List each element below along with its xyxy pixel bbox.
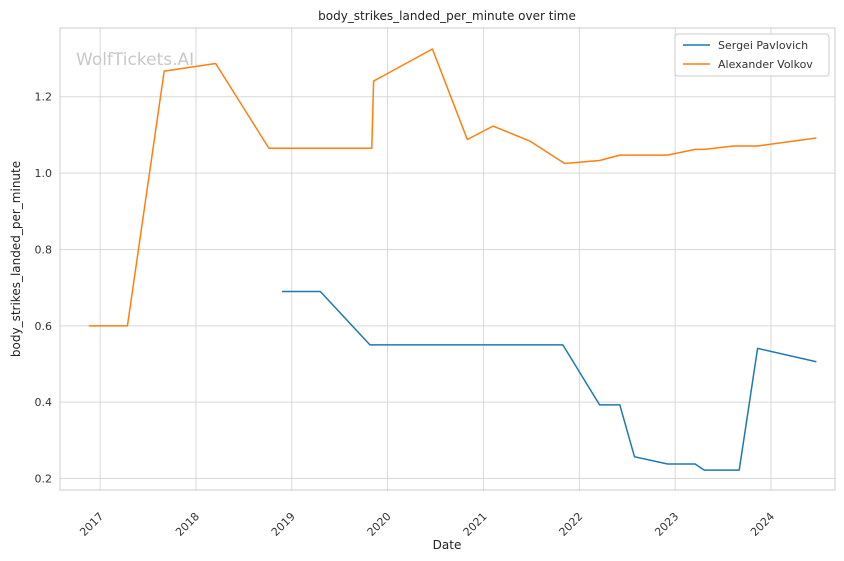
watermark: WolfTickets.AI: [76, 50, 194, 70]
x-axis-label: Date: [433, 538, 462, 552]
y-axis-label: body_strikes_landed_per_minute: [9, 161, 23, 357]
series-lines: [88, 48, 817, 471]
plot-area-frame: [59, 27, 836, 491]
legend: Sergei Pavlovich Alexander Volkov: [674, 33, 830, 77]
legend-frame: [674, 33, 830, 77]
y-tick-label: 0.4: [35, 396, 53, 409]
gridlines: [60, 28, 835, 490]
y-tick-label: 1.2: [35, 91, 53, 104]
series-line-sergei-pavlovich: [282, 290, 817, 471]
legend-label-alexander-volkov: Alexander Volkov: [718, 58, 813, 71]
chart-title: body_strikes_landed_per_minute over time: [318, 9, 576, 23]
y-tick-label: 0.8: [35, 243, 53, 256]
y-tick-label: 0.2: [35, 473, 53, 486]
y-tick-label: 0.6: [35, 320, 53, 333]
y-tick-label: 1.0: [35, 167, 53, 180]
legend-label-sergei-pavlovich: Sergei Pavlovich: [718, 39, 808, 52]
series-line-alexander-volkov: [88, 48, 817, 327]
